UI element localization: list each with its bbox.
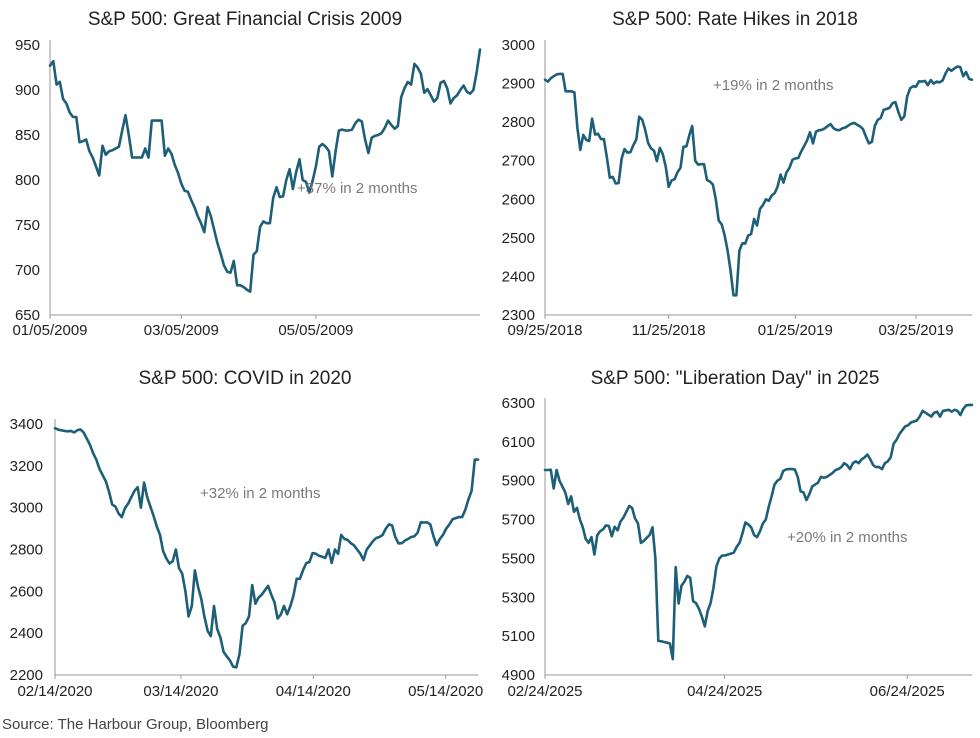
series-line-s-p-500: [53, 426, 480, 669]
y-tick-label: 800: [15, 172, 40, 189]
x-tick-label: 05/14/2020: [408, 683, 483, 700]
x-tick-label: 11/25/2018: [632, 322, 706, 339]
chart-title: S&P 500: Great Financial Crisis 2009: [88, 9, 402, 30]
y-tick-label: 2200: [10, 667, 43, 684]
chart-title: S&P 500: "Liberation Day" in 2025: [591, 368, 880, 389]
y-tick-label: 2300: [502, 307, 535, 324]
y-tick-label: 2700: [502, 153, 535, 170]
y-tick-label: 3200: [10, 458, 43, 475]
x-tick-label: 02/14/2020: [17, 683, 92, 700]
y-tick-label: 5700: [502, 512, 535, 529]
y-tick-label: 6100: [502, 434, 535, 451]
chart-panel-4: S&P 500: "Liberation Day" in 2025 4900 510…: [502, 368, 974, 700]
y-tick-label: 3400: [10, 416, 43, 433]
y-tick-label: 750: [15, 217, 40, 234]
y-tick-label: 2800: [10, 542, 43, 559]
y-tick-label: 900: [15, 82, 40, 99]
y-tick-label: 3000: [10, 500, 43, 517]
chart-panel-1: S&P 500: Great Financial Crisis 2009 650 7…: [12, 9, 482, 339]
y-tick-label: 2600: [10, 583, 43, 600]
x-tick-label: 01/05/2009: [12, 322, 87, 339]
y-tick-label: 850: [15, 127, 40, 144]
y-tick-label: 700: [15, 262, 40, 279]
series-line-s-p-500: [48, 48, 482, 293]
x-tick-label: 03/14/2020: [143, 683, 218, 700]
x-tick-label: 06/24/2025: [870, 683, 945, 700]
y-tick-label: 3000: [502, 37, 535, 54]
x-tick-label: 09/25/2018: [507, 322, 582, 339]
series-line-s-p-500: [543, 403, 974, 661]
y-tick-label: 5500: [502, 550, 535, 567]
chart-annotation: +32% in 2 months: [200, 485, 321, 502]
y-tick-label: 950: [15, 37, 40, 54]
chart-panel-3: S&P 500: COVID in 2020 2200 2400 2600 2800 30…: [10, 368, 484, 700]
x-tick-label: 03/25/2019: [879, 322, 954, 339]
y-tick-label: 2500: [502, 230, 535, 247]
y-tick-label: 2600: [502, 191, 535, 208]
x-tick-label: 05/05/2009: [278, 322, 353, 339]
x-tick-label: 04/24/2025: [687, 683, 762, 700]
y-tick-label: 6300: [502, 395, 535, 412]
y-tick-label: 2400: [10, 625, 43, 642]
y-tick-label: 2400: [502, 268, 535, 285]
y-tick-label: 5900: [502, 473, 535, 490]
chart-annotation: +20% in 2 months: [787, 529, 908, 546]
y-tick-label: 2800: [502, 114, 535, 131]
x-tick-label: 03/05/2009: [144, 322, 219, 339]
chart-annotation: +19% in 2 months: [713, 77, 834, 94]
y-tick-label: 5300: [502, 589, 535, 606]
chart-title: S&P 500: COVID in 2020: [139, 368, 352, 389]
chart-annotation: +37% in 2 months: [297, 180, 418, 197]
x-tick-label: 04/14/2020: [276, 683, 351, 700]
x-tick-label: 01/25/2019: [758, 322, 833, 339]
x-tick-label: 02/24/2025: [507, 683, 582, 700]
y-tick-label: 650: [15, 307, 40, 324]
y-tick-label: 5100: [502, 628, 535, 645]
source-note: Source: The Harbour Group, Bloomberg: [2, 716, 269, 733]
y-tick-label: 4900: [502, 667, 535, 684]
chart-title: S&P 500: Rate Hikes in 2018: [612, 9, 858, 30]
y-tick-label: 2900: [502, 76, 535, 93]
series-line-s-p-500: [543, 65, 974, 297]
chart-panel-2: S&P 500: Rate Hikes in 2018 2300 2400 2500 2…: [502, 9, 974, 339]
